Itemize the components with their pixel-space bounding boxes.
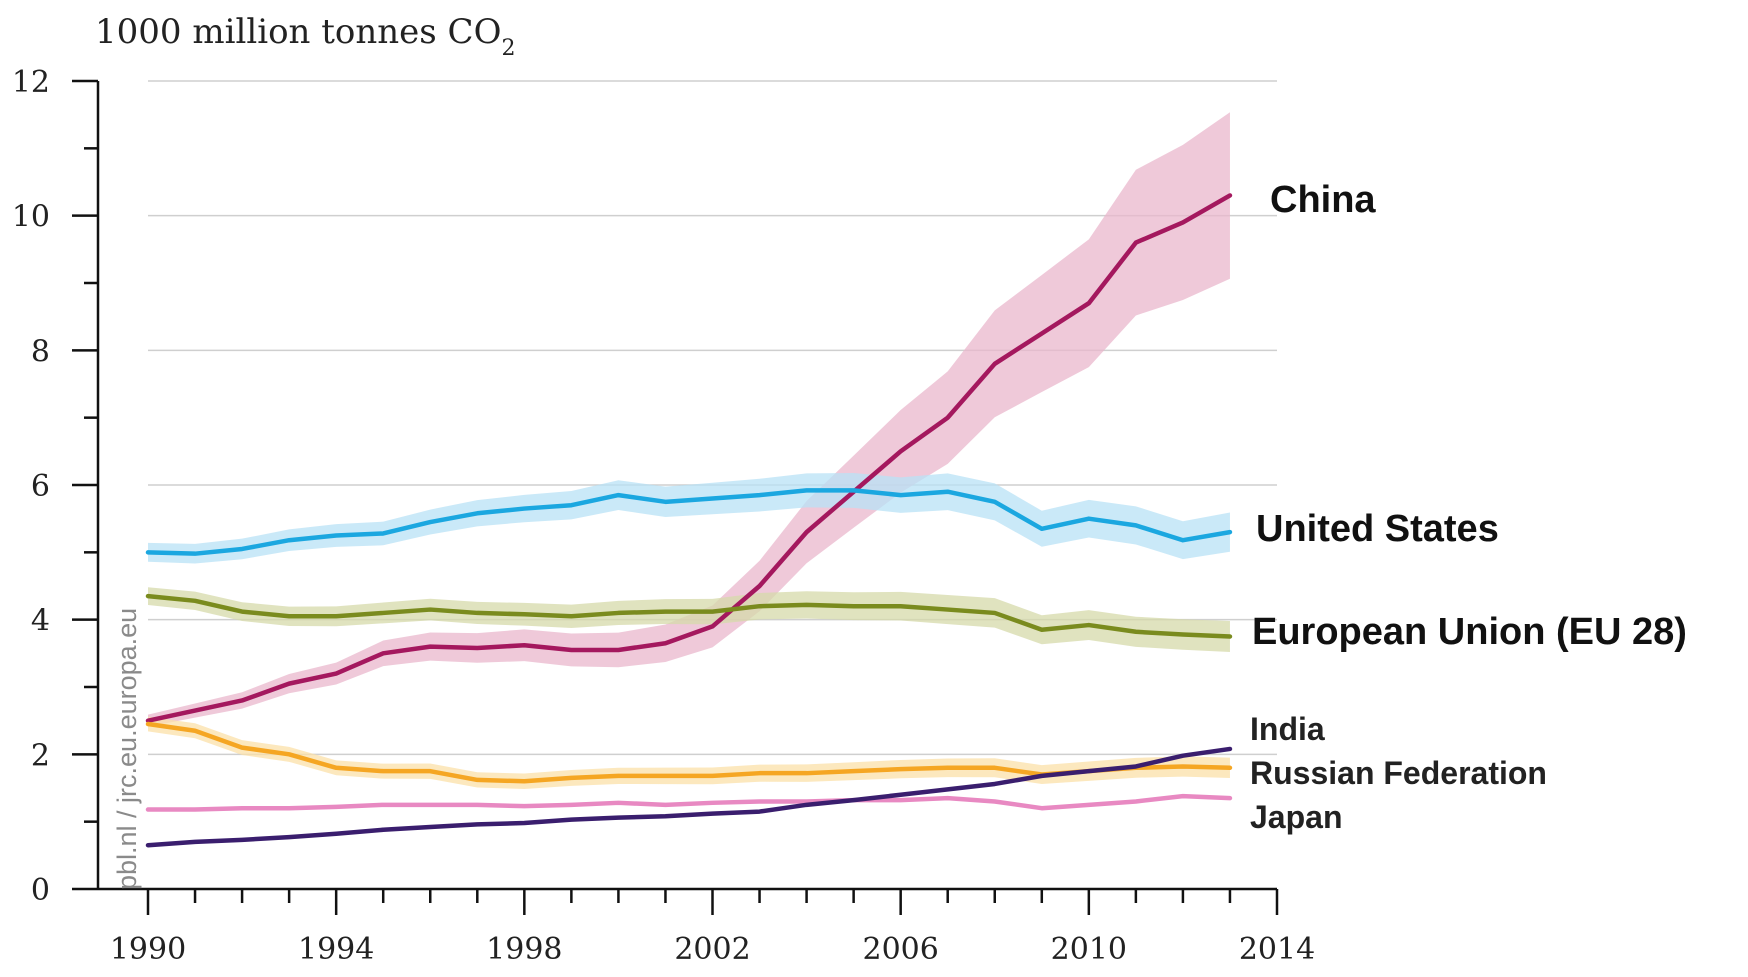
x-tick-label: 2010	[1051, 932, 1127, 967]
x-tick-label: 1990	[110, 932, 186, 967]
x-tick-label: 2006	[862, 932, 938, 967]
y-tick-label: 8	[31, 334, 50, 369]
y-tick-label: 4	[31, 604, 50, 639]
gridlines	[148, 80, 1277, 756]
x-tick-label: 2014	[1239, 932, 1315, 967]
label-china: China	[1270, 179, 1376, 221]
x-tick-label: 1998	[486, 932, 562, 967]
line-japan	[145, 793, 1233, 812]
y-tick-label: 6	[31, 469, 50, 504]
x-tick-label: 1994	[298, 932, 374, 967]
label-russian-federation: Russian Federation	[1250, 755, 1547, 791]
axes	[72, 79, 1279, 915]
band-russian-federation	[148, 716, 1230, 789]
uncertainty-bands	[148, 112, 1230, 789]
label-united-states: United States	[1256, 508, 1499, 550]
y-tick-label: 12	[12, 65, 50, 100]
y-tick-label: 10	[12, 200, 50, 235]
tick-labels: 0 2 4 6 8 10 12 1990 1994 1998 2002 2006 2010 2014	[12, 65, 1315, 967]
y-tick-label: 0	[31, 873, 50, 908]
line-china	[145, 193, 1233, 723]
y-tick-label: 2	[31, 738, 50, 773]
source-label: pbl.nl / jrc.eu.europa.eu	[112, 608, 142, 890]
band-european-union-eu-28-	[148, 587, 1230, 652]
y-axis-unit-label: 1000 million tonnes CO2	[95, 12, 515, 61]
x-tick-label: 2002	[674, 932, 750, 967]
series-lines	[145, 193, 1233, 848]
line-european-union-eu-28-	[145, 593, 1233, 639]
line-india	[145, 746, 1233, 848]
band-united-states	[148, 472, 1230, 564]
label-india: India	[1250, 711, 1325, 747]
line-united-states	[145, 488, 1233, 556]
label-european-union: European Union (EU 28)	[1252, 611, 1687, 653]
unit-subscript: 2	[501, 36, 515, 61]
label-japan: Japan	[1250, 799, 1342, 835]
